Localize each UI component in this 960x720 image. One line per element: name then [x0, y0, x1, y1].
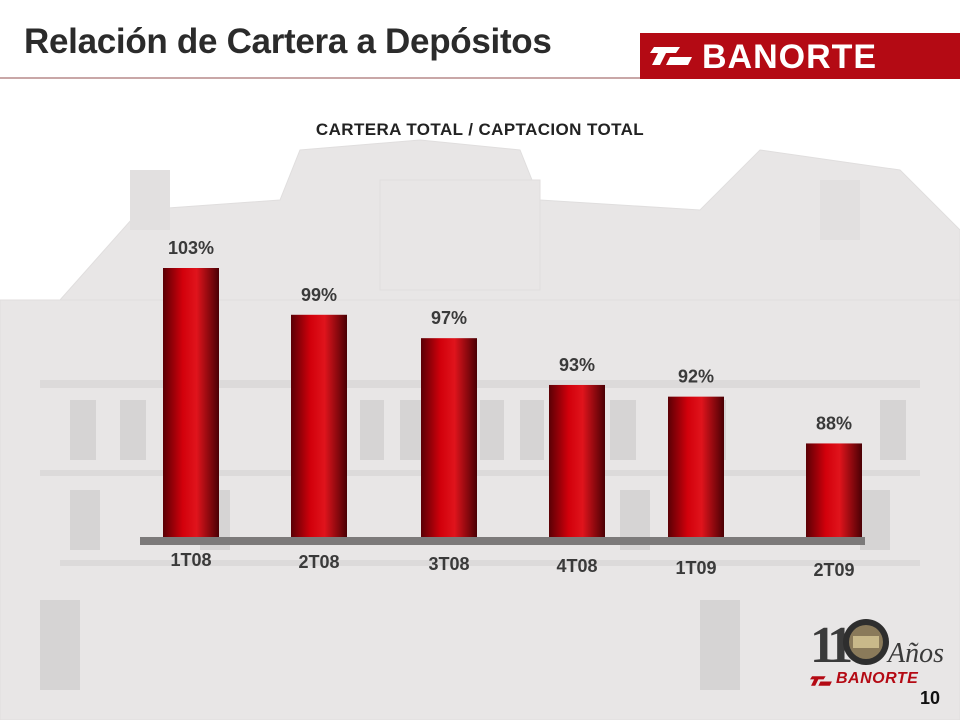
page-number: 10 — [920, 688, 941, 708]
value-label-1T08: 103% — [168, 238, 214, 258]
category-label-3T08: 3T08 — [428, 554, 469, 574]
banorte-logo-text: BANORTE — [702, 38, 878, 76]
bar-2T09 — [806, 443, 862, 537]
bar-2T08 — [291, 314, 347, 537]
anniversary-brand-text: BANORTE — [836, 670, 919, 687]
category-label-4T08: 4T08 — [556, 556, 597, 576]
category-label-2T08: 2T08 — [298, 552, 339, 572]
value-label-3T08: 97% — [431, 308, 467, 328]
110-anos-logo: 110 Años — [810, 617, 944, 674]
banorte-mini-mark-icon — [810, 676, 832, 686]
value-label-2T09: 88% — [816, 413, 852, 433]
anniversary-word: Años — [886, 638, 944, 669]
banorte-logo: BANORTE — [640, 33, 960, 79]
slide-title: Relación de Cartera a Depósitos — [24, 22, 552, 61]
category-label-1T08: 1T08 — [170, 550, 211, 570]
value-label-2T08: 99% — [301, 285, 337, 305]
category-label-1T09: 1T09 — [675, 558, 716, 578]
banorte-mark-icon — [650, 47, 692, 65]
bar-1T08 — [163, 268, 219, 537]
anniversary-brand: BANORTE — [808, 670, 948, 692]
bar-3T08 — [421, 338, 477, 537]
bar-1T09 — [668, 396, 724, 537]
value-label-4T08: 93% — [559, 355, 595, 375]
title-underline — [0, 77, 690, 79]
value-label-1T09: 92% — [678, 367, 714, 387]
chart-baseline — [140, 537, 865, 545]
bar-4T08 — [549, 384, 605, 537]
chart-title: CARTERA TOTAL / CAPTACION TOTAL — [315, 120, 645, 139]
category-label-2T09: 2T09 — [813, 560, 854, 580]
